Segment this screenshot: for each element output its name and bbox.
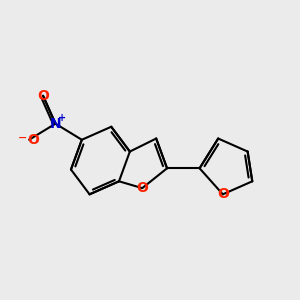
Text: O: O bbox=[37, 89, 49, 103]
Text: −: − bbox=[18, 133, 27, 143]
Text: O: O bbox=[27, 133, 39, 147]
Text: O: O bbox=[217, 187, 229, 201]
Text: O: O bbox=[136, 181, 148, 195]
Text: N: N bbox=[50, 117, 61, 131]
Text: +: + bbox=[58, 113, 66, 123]
